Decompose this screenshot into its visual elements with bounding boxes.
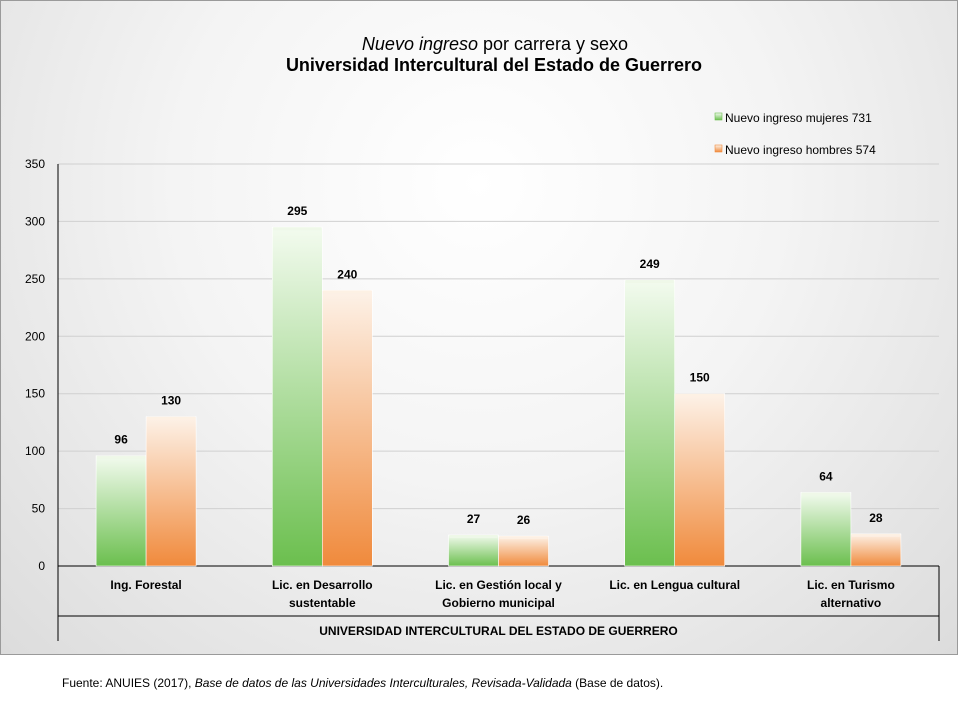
y-tick-label: 0 [38,559,45,573]
x-tick-label: Lic. en Gestión local y [435,578,562,592]
bar-mujeres [624,279,676,567]
y-tick-label: 300 [25,214,45,228]
group-axis-label: UNIVERSIDAD INTERCULTURAL DEL ESTADO DE … [319,624,677,638]
bar-mujeres [95,455,147,567]
data-label: 27 [467,512,481,526]
legend-swatch-mujeres [714,112,723,121]
bar-chart: Nuevo ingreso por carrera y sexo Univers… [25,34,940,641]
bar-mujeres [800,492,852,567]
x-tick-label: Gobierno municipal [442,596,555,610]
bar-mujeres [271,226,323,567]
x-tick-label: Ing. Forestal [110,578,181,592]
legend-label: Nuevo ingreso mujeres 731 [725,111,872,125]
bar-top-highlight [625,280,674,284]
data-label: 249 [640,257,660,271]
bar-top-highlight [273,227,322,231]
data-label: 130 [161,394,181,408]
bar-hombres [321,290,373,567]
bar-top-highlight [97,455,146,459]
bar-top-highlight [851,533,900,537]
bar-top-highlight [147,416,196,420]
x-tick-label: Lic. en Desarrollo [272,578,373,592]
bar-top-highlight [323,290,372,294]
chart-frame: Nuevo ingreso por carrera y sexo Univers… [0,0,958,655]
source-title: Base de datos de las Universidades Inter… [194,676,572,690]
data-label: 150 [690,371,710,385]
source-prefix: Fuente: ANUIES (2017), [62,676,195,690]
data-label: 96 [114,433,128,447]
legend-swatch-hombres [714,144,723,153]
data-label: 64 [819,469,833,483]
y-tick-label: 350 [25,157,45,171]
bar-top-highlight [449,534,498,538]
y-tick-label: 150 [25,387,45,401]
bar-top-highlight [675,393,724,397]
x-tick-label: alternativo [821,596,882,610]
chart-subtitle: Universidad Intercultural del Estado de … [286,55,702,75]
bar-top-highlight [801,492,850,496]
legend-label: Nuevo ingreso hombres 574 [725,143,876,157]
bar-mujeres [448,534,499,567]
y-tick-label: 200 [25,329,45,343]
data-label: 28 [869,511,883,525]
x-tick-label: Lic. en Lengua cultural [609,578,740,592]
y-tick-label: 100 [25,444,45,458]
bar-hombres [145,416,197,567]
data-label: 26 [517,513,531,527]
source-note: Fuente: ANUIES (2017), Base de datos de … [62,676,663,690]
chart-title: Nuevo ingreso por carrera y sexo [362,34,628,54]
y-tick-label: 50 [32,502,46,516]
bar-hombres [498,535,549,567]
bar-hombres [674,393,726,567]
data-label: 295 [287,204,307,218]
data-label: 240 [337,267,357,281]
bar-hombres [850,533,902,567]
x-tick-label: Lic. en Turismo [807,578,895,592]
y-tick-label: 250 [25,272,45,286]
source-suffix: (Base de datos). [571,676,664,690]
x-tick-label: sustentable [289,596,356,610]
bar-top-highlight [499,536,548,540]
